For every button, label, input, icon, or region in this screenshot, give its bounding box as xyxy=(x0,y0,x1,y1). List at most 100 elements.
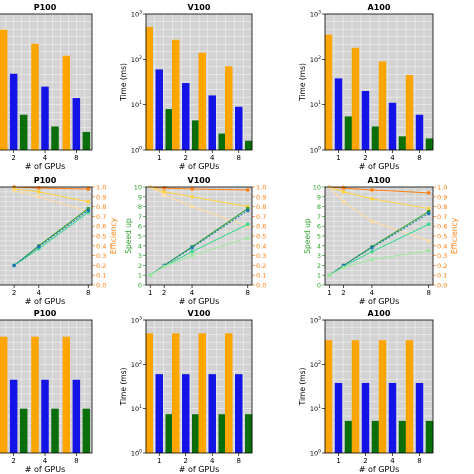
panel-3-grid xyxy=(0,187,92,285)
panel-1-frame xyxy=(145,13,253,151)
speedup-point xyxy=(426,222,431,227)
efficiency-point xyxy=(370,196,374,201)
bar-green-8 xyxy=(82,131,91,150)
panel-8-title: A100 xyxy=(368,309,391,318)
panel-0-frame xyxy=(0,13,93,151)
speedup-point xyxy=(327,273,332,278)
panel-3-ytick-right-label: 0.1 xyxy=(96,272,106,280)
panel-2-xtick-label: 4 xyxy=(390,154,395,162)
panel-3-ylabel-right: Efficiency xyxy=(109,217,118,254)
panel-4-ytick-right-label: 1.0 xyxy=(256,184,266,192)
panel-2-bars xyxy=(324,34,434,151)
efficiency-point xyxy=(426,191,431,195)
bar-orange-1 xyxy=(145,333,153,453)
panel-4-ytick-right-label: 0.8 xyxy=(256,203,266,211)
bar-green-8 xyxy=(425,420,434,453)
panel-7-ytick-label: 103 xyxy=(131,316,142,325)
bar-green-4 xyxy=(51,408,59,453)
bar-blue-2 xyxy=(361,382,370,453)
panel-7-ytick-label: 101 xyxy=(131,404,142,413)
bar-orange-1 xyxy=(324,34,333,150)
panel-4-ytick-right-label: 0.5 xyxy=(256,233,266,241)
bar-blue-2 xyxy=(182,374,190,453)
bar-green-1 xyxy=(344,420,353,453)
bar-orange-8 xyxy=(405,75,414,150)
bar-orange-2 xyxy=(0,336,8,453)
panel-5-ytick-right-label: 0.4 xyxy=(437,242,447,250)
panel-4-ytick-left-label: 3 xyxy=(138,252,142,260)
panel-1-ylabel: Time (ms) xyxy=(119,63,128,102)
panel-5-xtick-label: 2 xyxy=(341,289,345,297)
panel-8-xtick-label: 1 xyxy=(336,457,340,465)
panel-3-frame xyxy=(0,186,93,286)
speedup-point xyxy=(245,222,250,227)
bar-green-4 xyxy=(218,414,226,453)
panel-0-xtick-label: 8 xyxy=(74,154,78,162)
panel-2-ytick-label: 102 xyxy=(310,55,321,64)
panel-3-ytick-right-label: 0.9 xyxy=(96,193,106,201)
speedup-point xyxy=(370,245,374,250)
bar-blue-4 xyxy=(41,379,49,453)
panel-5-ytick-left-label: 6 xyxy=(317,223,321,231)
panel-1-bars xyxy=(145,26,253,151)
panel-2-xtick-label: 1 xyxy=(336,154,340,162)
speedup-line-2 xyxy=(329,213,429,276)
speedup-point xyxy=(190,245,194,250)
panel-5-xtick-label: 4 xyxy=(370,289,375,297)
panel-6-title: P100 xyxy=(34,309,57,318)
panel-5-ytick-right-label: 0.3 xyxy=(437,252,447,260)
panel-7-ytick-label: 102 xyxy=(131,360,142,369)
panel-3-ytick-right-label: 0.4 xyxy=(96,242,106,250)
bar-blue-1 xyxy=(334,78,343,150)
panel-5-ytick-right-label: 0.7 xyxy=(437,213,447,221)
panel-0-title: P100 xyxy=(34,3,57,12)
panel-4-ytick-left-label: 4 xyxy=(138,242,142,250)
bar-blue-1 xyxy=(334,382,343,453)
panel-4-xtick-label: 8 xyxy=(246,289,250,297)
panel-4-ytick-right-label: 0.4 xyxy=(256,242,266,250)
panel-5-ytick-left-label: 3 xyxy=(317,252,321,260)
panel-7-xtick-label: 4 xyxy=(210,457,215,465)
panel-5-grid xyxy=(325,187,433,285)
panel-4-ytick-left-label: 2 xyxy=(138,262,142,270)
panel-7-xtick-label: 8 xyxy=(237,457,241,465)
bar-green-8 xyxy=(245,414,253,453)
speedup-point xyxy=(12,263,16,268)
panel-1-title: V100 xyxy=(188,3,211,12)
panel-5-xlabel: # of GPUs xyxy=(359,297,400,306)
bar-blue-2 xyxy=(182,83,190,150)
panel-5-ytick-right-label: 0.2 xyxy=(437,262,447,270)
bar-blue-1 xyxy=(155,374,163,453)
panel-6-xlabel: # of GPUs xyxy=(25,465,66,474)
panel-6-bars xyxy=(0,336,91,453)
efficiency-point xyxy=(86,187,91,191)
bar-orange-4 xyxy=(31,43,39,150)
panel-5-title: A100 xyxy=(368,176,391,185)
bar-green-4 xyxy=(51,126,59,150)
panel-5-ytick-left-label: 8 xyxy=(317,203,321,211)
bar-green-2 xyxy=(192,414,200,453)
bar-blue-2 xyxy=(361,91,370,150)
bar-blue-2 xyxy=(9,73,18,150)
panel-8-xtick-label: 2 xyxy=(363,457,367,465)
bar-blue-8 xyxy=(235,374,243,453)
bar-orange-4 xyxy=(31,336,39,453)
panel-4-xtick-label: 2 xyxy=(162,289,166,297)
panel-6-xtick-label: 4 xyxy=(43,457,48,465)
bar-orange-8 xyxy=(225,66,233,150)
bar-orange-8 xyxy=(405,340,414,453)
efficiency-point xyxy=(190,195,194,199)
bar-orange-2 xyxy=(351,47,360,150)
efficiency-point xyxy=(190,204,194,209)
bar-green-1 xyxy=(165,109,173,150)
panel-1-xlabel: # of GPUs xyxy=(179,162,220,171)
panel-3-ytick-right-label: 1.0 xyxy=(96,184,106,192)
panel-1-ytick-label: 100 xyxy=(131,146,142,155)
efficiency-point xyxy=(86,199,91,204)
speedup-point xyxy=(245,236,250,240)
efficiency-point xyxy=(341,190,346,194)
panel-1-ytick-label: 103 xyxy=(131,10,142,19)
panel-7-xtick-label: 1 xyxy=(157,457,161,465)
panel-5-xtick-label: 8 xyxy=(426,289,430,297)
panel-3-xtick-label: 4 xyxy=(37,289,42,297)
